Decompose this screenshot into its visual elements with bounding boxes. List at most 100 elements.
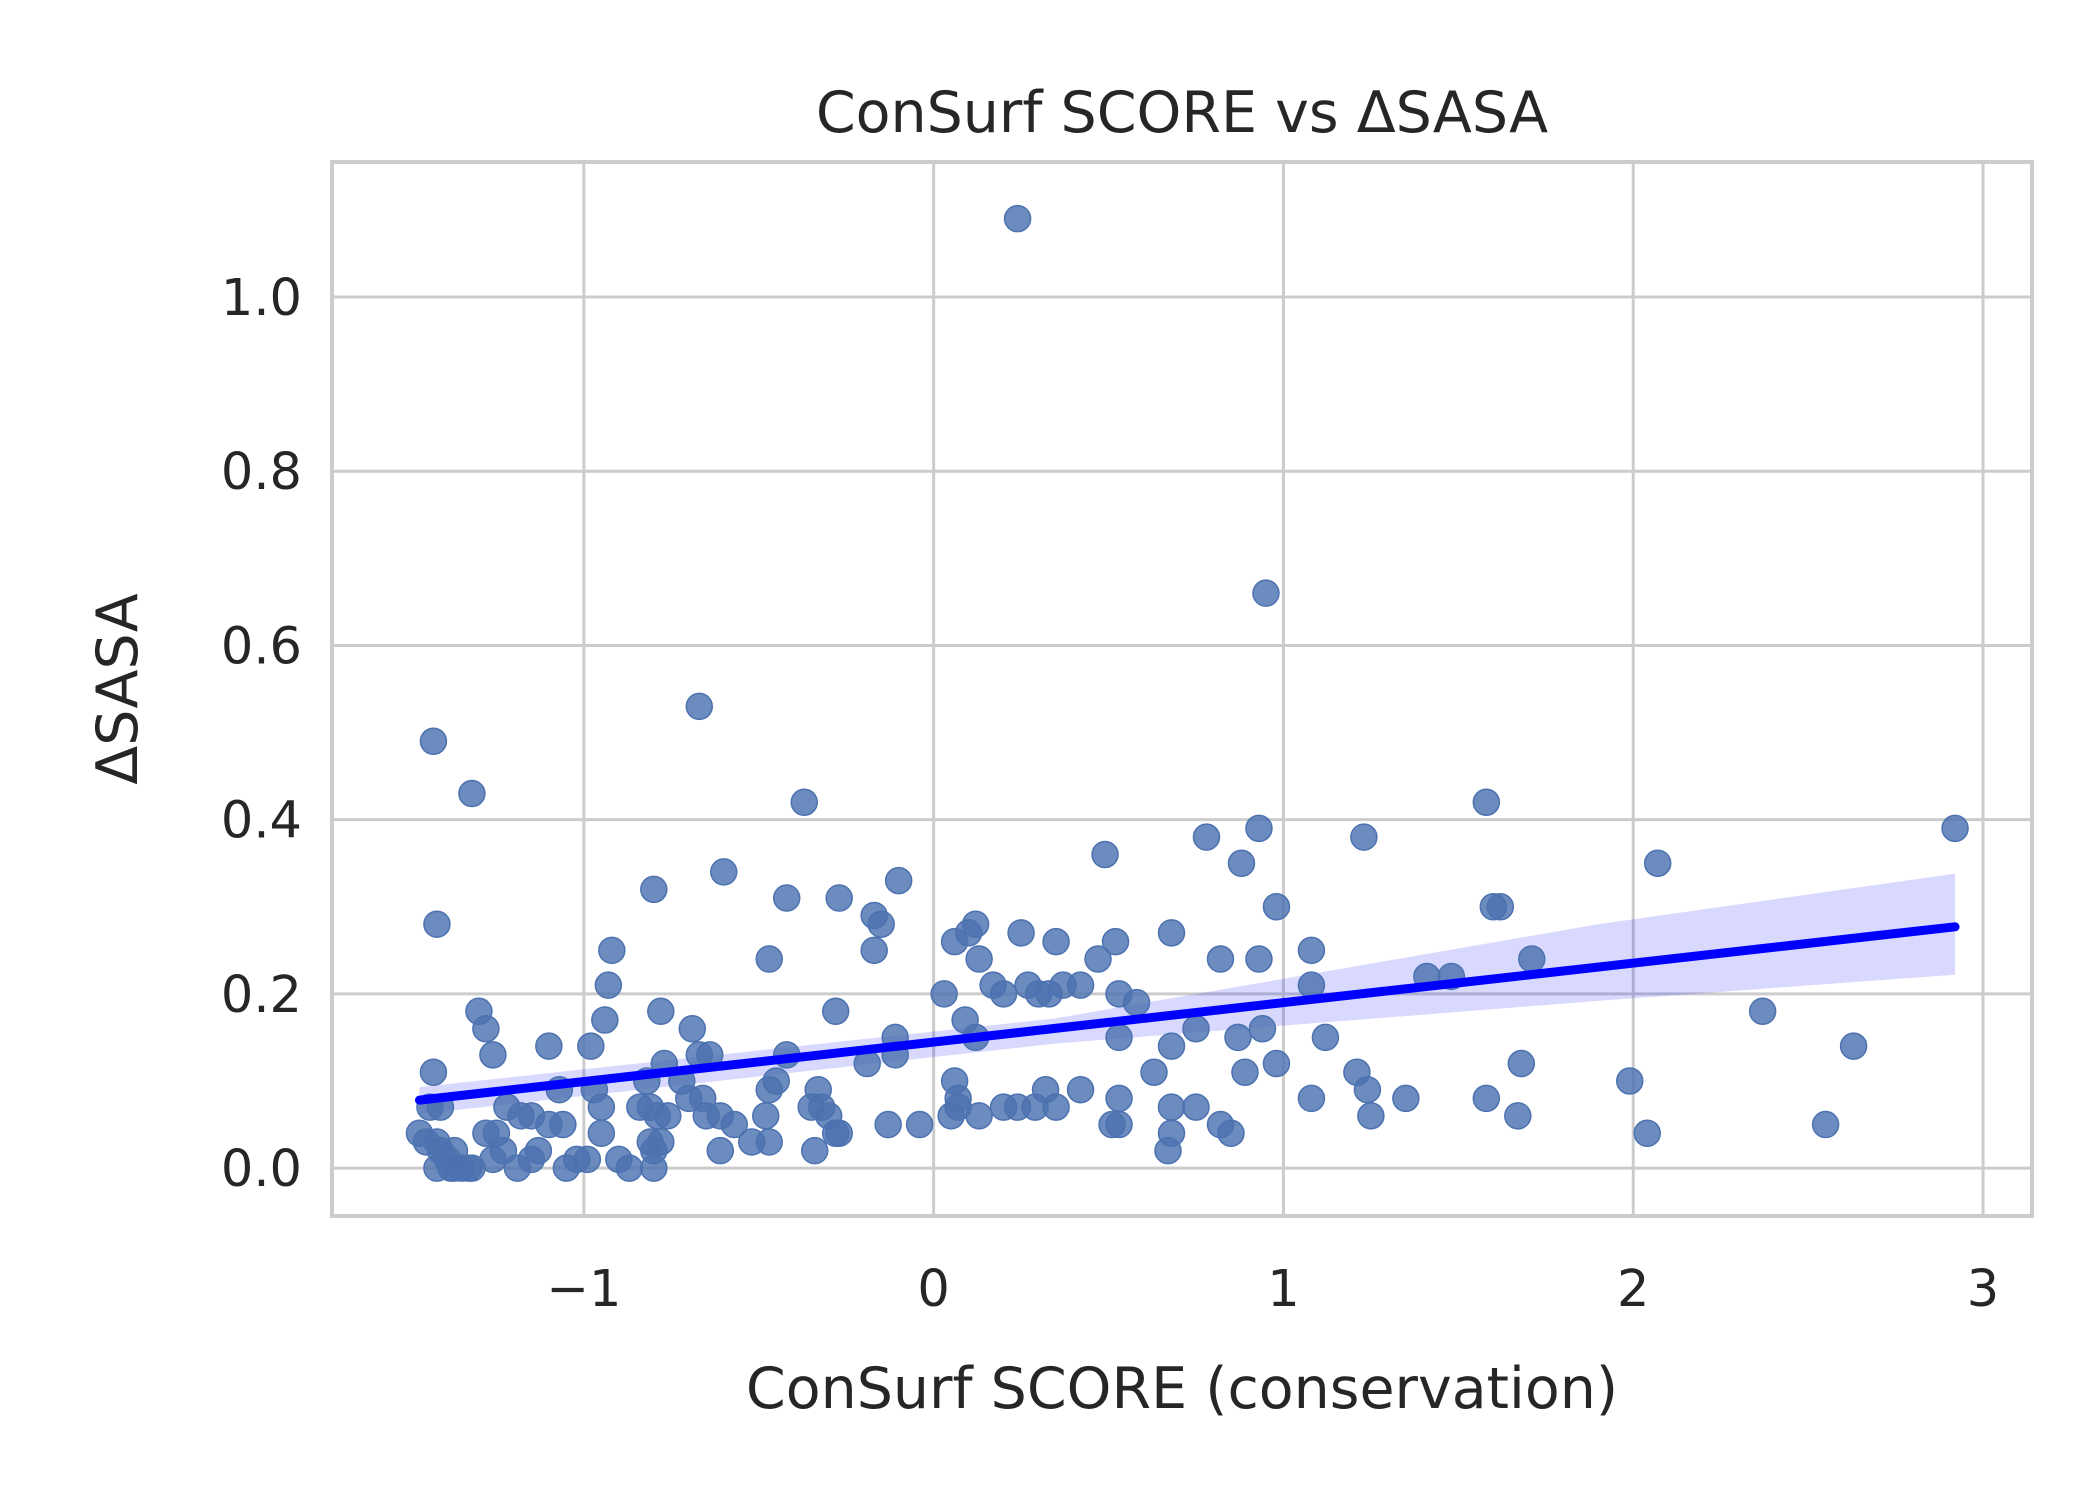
data-point [1182,1014,1210,1043]
data-point [1157,1093,1186,1121]
data-point [419,1058,448,1087]
data-point [905,1110,934,1139]
data-points [405,204,1969,1182]
data-point [1140,1058,1168,1087]
data-point [1105,1110,1133,1139]
data-point [640,875,668,904]
data-point [440,1154,469,1182]
data-point [884,866,913,895]
y-axis-label: ΔSASA [85,593,151,784]
data-point [1262,1049,1291,1078]
tick-labels: −1 0 1 2 3 0.0 0.2 0.4 0.6 0.8 1.0 [221,269,1999,1319]
data-point [1042,927,1070,956]
data-point [1227,849,1256,877]
data-point [1353,1075,1382,1104]
x-tick-label: 3 [1967,1260,1999,1319]
data-point [1633,1119,1661,1147]
data-point [821,1119,850,1147]
data-point [1248,1014,1277,1043]
data-point [1245,814,1273,843]
data-point [1479,893,1508,921]
data-point [685,692,714,721]
y-tick-label: 1.0 [221,269,302,328]
data-point [1007,919,1035,947]
data-point [755,945,783,973]
y-tick-label: 0.6 [221,617,302,676]
data-point [1084,945,1112,973]
data-point [1297,936,1326,965]
data-point [1042,1093,1070,1121]
data-point [654,1102,682,1130]
x-tick-label: 1 [1267,1260,1299,1319]
data-point [552,1154,581,1182]
data-point [549,1110,577,1139]
data-point [1157,1032,1186,1060]
data-point [419,727,448,756]
data-point [1262,893,1291,921]
data-point [598,936,626,965]
x-tick-label: 2 [1617,1260,1649,1319]
data-point [472,1014,500,1043]
data-point [825,884,853,912]
data-point [720,1110,749,1139]
data-point [594,971,623,999]
y-tick-label: 0.2 [221,966,302,1025]
data-point [755,1075,783,1104]
data-point [1615,1067,1644,1095]
data-point [1311,1023,1340,1052]
data-point [1122,988,1151,1017]
data-point [937,1102,965,1130]
data-point [867,910,895,938]
data-point [940,927,969,956]
data-point [1224,1023,1252,1052]
data-point [1217,1119,1245,1147]
x-tick-label: −1 [546,1260,621,1319]
data-point [790,788,818,816]
data-point [800,1136,829,1165]
data-point [678,1014,707,1043]
data-point [1643,849,1672,877]
data-point [1472,1084,1501,1113]
data-point [1105,1023,1133,1052]
data-point [1941,814,1969,843]
data-point [1357,1102,1385,1130]
data-point [706,1136,735,1165]
data-point [458,779,486,808]
data-point [591,1006,619,1034]
data-point [965,945,993,973]
data-point [1101,927,1130,956]
data-point [577,1032,605,1060]
data-point [1811,1110,1840,1139]
data-point [1839,1032,1868,1060]
regression-line-layer [414,922,1960,1105]
data-point [1157,919,1186,947]
data-point [1518,945,1546,973]
data-point [965,1102,993,1130]
data-point [1003,1093,1032,1121]
data-point [587,1093,616,1121]
data-point [1192,823,1221,851]
data-point [1091,840,1119,869]
regression-line [414,922,1960,1105]
data-point [1297,1084,1326,1113]
x-axis-label: ConSurf SCORE (conservation) [746,1356,1618,1422]
data-point [587,1119,616,1147]
x-tick-label: 0 [917,1260,949,1319]
data-point [423,910,451,938]
data-point [930,980,958,1008]
data-point [479,1041,507,1069]
data-point [1504,1102,1532,1130]
data-point [1472,788,1501,816]
data-point [772,884,801,912]
data-point [615,1154,644,1182]
data-point [1245,945,1273,973]
y-tick-label: 0.4 [221,792,302,851]
chart-title: ConSurf SCORE vs ΔSASA [816,80,1548,146]
data-point [640,1154,668,1182]
data-point [1231,1058,1259,1087]
data-point [1105,1084,1133,1113]
data-point [1206,945,1235,973]
data-point [1507,1049,1536,1078]
